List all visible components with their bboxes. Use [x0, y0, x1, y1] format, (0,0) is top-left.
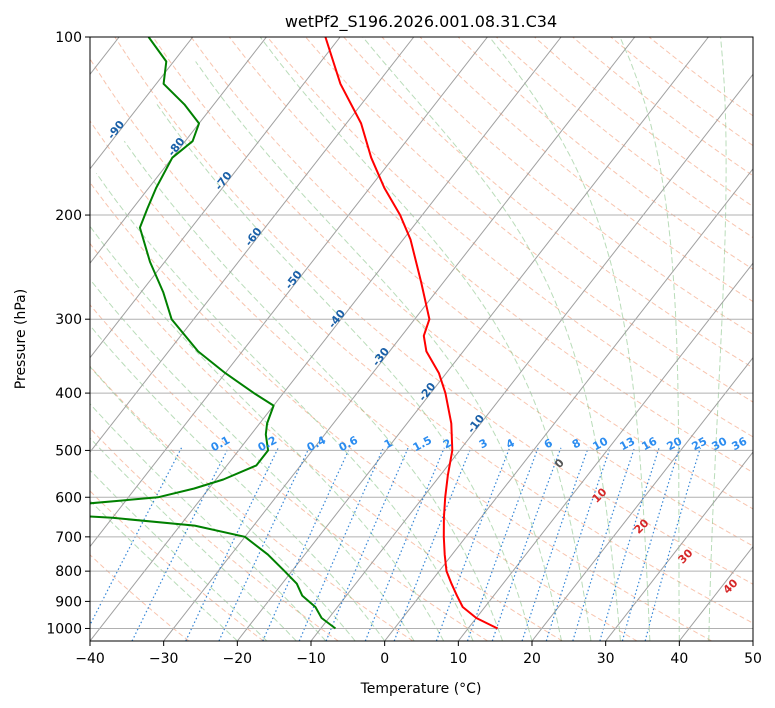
axis-ticks: −40 −30 −20 −10 0 10 20 30 40 50 100 200 300 400 500 60… — [46, 30, 762, 667]
y-tick-label: 600 — [55, 490, 82, 506]
x-tick-label: −20 — [223, 651, 253, 667]
mixing-ratio-line — [521, 447, 589, 641]
y-tick-label: 400 — [55, 386, 82, 402]
x-tick-label: 40 — [670, 651, 688, 667]
y-tick-label: 500 — [55, 443, 82, 459]
isotherm-line — [236, 37, 709, 641]
x-tick-label: 50 — [744, 651, 762, 667]
moist-adiabat-line — [90, 469, 268, 641]
temperature-line — [324, 37, 499, 630]
isotherm-line — [90, 37, 562, 641]
mixing-ratio-line — [90, 447, 183, 627]
isotherm-line — [90, 37, 194, 170]
mixing-ratio-line — [545, 447, 611, 641]
mixing-ratio-line — [435, 447, 511, 641]
mixing-ratio-label: 36 — [730, 434, 750, 453]
moist-adiabat-line — [90, 499, 238, 641]
y-tick-label: 300 — [55, 312, 82, 328]
x-tick-label: 10 — [449, 651, 467, 667]
dry-adiabat-line — [90, 304, 488, 641]
moist-adiabat-line — [95, 173, 474, 641]
mixing-ratio-label: 13 — [618, 435, 638, 454]
isotherm-line — [384, 167, 753, 641]
isotherm-line — [90, 37, 267, 265]
moist-adiabat-line — [90, 324, 386, 641]
dry-adiabat-line — [90, 242, 563, 641]
profile-lines — [90, 37, 499, 630]
mixing-ratio-label: 30 — [710, 434, 730, 453]
dry-adiabat-line — [90, 365, 414, 641]
dewpoint-line — [90, 37, 337, 630]
y-tick-label: 1000 — [46, 621, 82, 637]
dry-adiabat-line — [90, 57, 753, 624]
dry-adiabat-line — [114, 37, 753, 585]
mixing-ratio-line — [218, 447, 310, 641]
moist-adiabat-line — [90, 278, 415, 641]
dry-adiabat-line — [90, 554, 190, 641]
dry-adiabat-line — [228, 37, 753, 474]
mixing-ratio-line — [572, 447, 636, 641]
moist-adiabat-line — [619, 37, 680, 641]
mixing-ratio-line — [491, 447, 562, 641]
moist-adiabat-line — [362, 37, 621, 641]
x-tick-label: 20 — [523, 651, 541, 667]
y-tick-label: 700 — [55, 530, 82, 546]
y-tick-label: 200 — [55, 208, 82, 224]
moist-adiabat-line — [489, 37, 651, 641]
y-axis-label: Pressure (hPa) — [13, 289, 29, 389]
moist-adiabat-line — [90, 365, 356, 641]
isotherm-line — [531, 356, 753, 641]
moist-adiabat-line — [708, 37, 727, 641]
mixing-ratio-line — [185, 447, 279, 641]
dry-adiabat-line — [381, 37, 753, 336]
isotherm-line — [310, 73, 753, 641]
x-tick-label: 0 — [380, 651, 389, 667]
mixing-ratio-label: 16 — [640, 434, 660, 453]
mixing-ratio-line — [621, 447, 681, 641]
mixing-ratio-label: 20 — [665, 434, 685, 453]
isotherm-line — [163, 37, 636, 641]
dry-adiabat-line — [90, 120, 712, 641]
mixing-ratio-label: 25 — [690, 435, 710, 454]
isotherm-line — [90, 37, 341, 359]
moist-adiabat-line — [259, 37, 592, 641]
isotherm-line — [605, 451, 753, 641]
y-tick-label: 100 — [55, 30, 82, 46]
dry-adiabat-line — [343, 37, 753, 369]
moist-adiabat-line — [90, 403, 327, 641]
dry-adiabat-line — [90, 181, 638, 641]
moist-adiabat-line — [90, 225, 445, 641]
mixing-ratio-line — [364, 447, 445, 641]
chart-title: wetPf2_S196.2026.001.08.31.C34 — [285, 12, 557, 32]
mixing-ratio-line — [393, 447, 472, 641]
pressure-gridlines — [90, 37, 753, 629]
moist-adiabat-line — [195, 61, 562, 641]
y-tick-label: 900 — [55, 594, 82, 610]
x-tick-label: −10 — [296, 651, 326, 667]
x-tick-label: 30 — [597, 651, 615, 667]
mixing-ratio-line — [325, 447, 409, 641]
moist-adiabat-line — [156, 104, 533, 641]
x-axis-label: Temperature (°C) — [360, 681, 482, 697]
x-tick-label: −40 — [75, 651, 105, 667]
mixing-ratio-label: 10 — [591, 434, 611, 453]
mixing-ratio-line — [644, 447, 701, 641]
mixing-ratio-line — [599, 447, 660, 641]
plot-frame — [89, 36, 754, 642]
isotherm-line — [457, 262, 753, 641]
isotherm-line — [90, 37, 415, 453]
y-tick-label: 800 — [55, 564, 82, 580]
isotherm-line — [90, 37, 488, 548]
dry-adiabat-line — [90, 490, 264, 641]
x-tick-label: −30 — [149, 651, 179, 667]
